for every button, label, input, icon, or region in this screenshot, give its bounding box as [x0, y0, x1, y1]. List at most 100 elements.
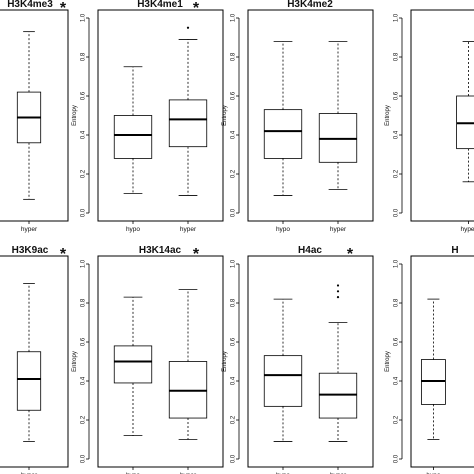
box-hypo	[113, 66, 153, 194]
y-tick-label: 0.0	[231, 208, 237, 217]
y-tick-label: 1.0	[231, 259, 237, 268]
y-tick-label: 0.0	[81, 208, 87, 217]
iqr-box	[113, 115, 153, 159]
y-tick-label: 0.6	[81, 337, 87, 346]
y-axis-label: Entropy	[222, 351, 228, 372]
panel-7: H4ac * 0.0 0.2 0.4 0.6 0.8 1.0 Entropy hypo hyper	[222, 245, 374, 474]
outlier-point	[336, 284, 340, 287]
y-tick-label: 0.8	[231, 298, 237, 307]
panel-title: H3K4me2	[287, 0, 333, 10]
y-tick-label: 0.8	[394, 52, 400, 61]
y-axis-label: Entropy	[385, 105, 391, 126]
y-axis-label: Entropy	[222, 105, 228, 126]
box-hypo	[420, 298, 446, 440]
y-tick-label: 0.4	[394, 376, 400, 385]
panel-title: H3K9ac	[12, 245, 49, 256]
y-tick-label: 0.0	[394, 208, 400, 217]
panel-title: H3K4me1	[137, 0, 183, 10]
panel-frame	[97, 255, 224, 468]
y-tick-label: 0.6	[231, 337, 237, 346]
panel-4: 0.0 0.2 0.4 0.6 0.8 1.0 Entropy hyper	[385, 9, 474, 233]
y-tick-label: 0.4	[231, 130, 237, 139]
category-label: hyper	[180, 226, 197, 233]
y-tick-label: 0.8	[394, 298, 400, 307]
significance-star: *	[60, 0, 67, 17]
category-label: hyper	[330, 226, 347, 233]
box-hyper	[168, 26, 208, 196]
y-tick-label: 1.0	[231, 13, 237, 22]
category-label: hypo	[126, 472, 140, 474]
panel-frame	[247, 255, 374, 468]
outlier-point	[336, 296, 340, 299]
y-tick-label: 0.4	[394, 130, 400, 139]
iqr-box	[168, 99, 208, 148]
box-hypo	[263, 298, 303, 442]
panel-title: H4ac	[298, 245, 322, 256]
iqr-box	[113, 345, 153, 384]
y-tick-label: 0.2	[394, 169, 400, 178]
outlier-point	[186, 26, 190, 29]
category-label: hypo	[276, 226, 290, 233]
y-tick-label: 0.6	[81, 91, 87, 100]
y-tick-label: 0.2	[231, 415, 237, 424]
y-axis-label: Entropy	[72, 351, 78, 372]
y-tick-label: 0.0	[231, 454, 237, 463]
panel-frame	[410, 9, 474, 222]
panel-8: H 0.0 0.2 0.4 0.6 0.8 1.0 Entropy hypo	[385, 245, 474, 474]
y-tick-label: 1.0	[81, 13, 87, 22]
panel-1: H3K4me3 * hyper	[0, 0, 69, 233]
category-label: hypo	[426, 472, 440, 474]
panel-frame	[410, 255, 474, 468]
box-hyper	[318, 41, 358, 191]
y-tick-label: 0.4	[81, 130, 87, 139]
box-hyper	[456, 41, 474, 183]
category-label: hyper	[180, 472, 197, 474]
category-label: hyper	[460, 226, 474, 233]
y-tick-label: 0.2	[394, 415, 400, 424]
box-hypo	[113, 296, 153, 437]
panel-title: H3K4me3	[7, 0, 53, 10]
iqr-box	[263, 109, 303, 159]
y-tick-label: 0.8	[81, 52, 87, 61]
y-tick-label: 1.0	[394, 259, 400, 268]
y-tick-label: 0.6	[394, 91, 400, 100]
panel-title: H	[451, 245, 458, 256]
y-tick-label: 0.2	[231, 169, 237, 178]
y-tick-label: 1.0	[81, 259, 87, 268]
y-tick-label: 0.0	[394, 454, 400, 463]
category-label: hypo	[126, 226, 140, 233]
category-label: hyper	[21, 226, 38, 233]
panel-2: H3K4me1 * 0.0 0.2 0.4 0.6 0.8 1.0 Entropy hypo hyp…	[72, 0, 224, 233]
y-tick-label: 0.4	[81, 376, 87, 385]
y-tick-label: 0.4	[231, 376, 237, 385]
y-tick-label: 0.6	[394, 337, 400, 346]
box-hyper	[168, 288, 208, 440]
box-hyper	[16, 283, 42, 442]
significance-star: *	[60, 246, 67, 263]
category-label: hyper	[330, 472, 347, 474]
iqr-box	[16, 351, 42, 411]
y-tick-label: 0.8	[81, 298, 87, 307]
y-tick-label: 1.0	[394, 13, 400, 22]
box-hyper	[318, 284, 358, 442]
y-axis-label: Entropy	[72, 105, 78, 126]
significance-star: *	[347, 246, 354, 263]
significance-star: *	[193, 0, 200, 17]
y-tick-label: 0.6	[231, 91, 237, 100]
panel-3: H3K4me2 0.0 0.2 0.4 0.6 0.8 1.0 Entropy hypo hype…	[222, 0, 374, 233]
y-tick-label: 0.2	[81, 169, 87, 178]
panel-6: H3K14ac * 0.0 0.2 0.4 0.6 0.8 1.0 Entropy hypo hyp…	[72, 245, 224, 474]
y-tick-label: 0.0	[81, 454, 87, 463]
panel-frame	[97, 9, 224, 222]
panel-title: H3K14ac	[139, 245, 182, 256]
panel-frame	[247, 9, 374, 222]
box-hyper	[16, 31, 42, 200]
category-label: hypo	[276, 472, 290, 474]
outlier-point	[336, 290, 340, 293]
iqr-box	[263, 355, 303, 407]
y-axis-label: Entropy	[385, 351, 391, 372]
category-label: hyper	[21, 472, 38, 474]
significance-star: *	[193, 246, 200, 263]
box-hypo	[263, 41, 303, 196]
